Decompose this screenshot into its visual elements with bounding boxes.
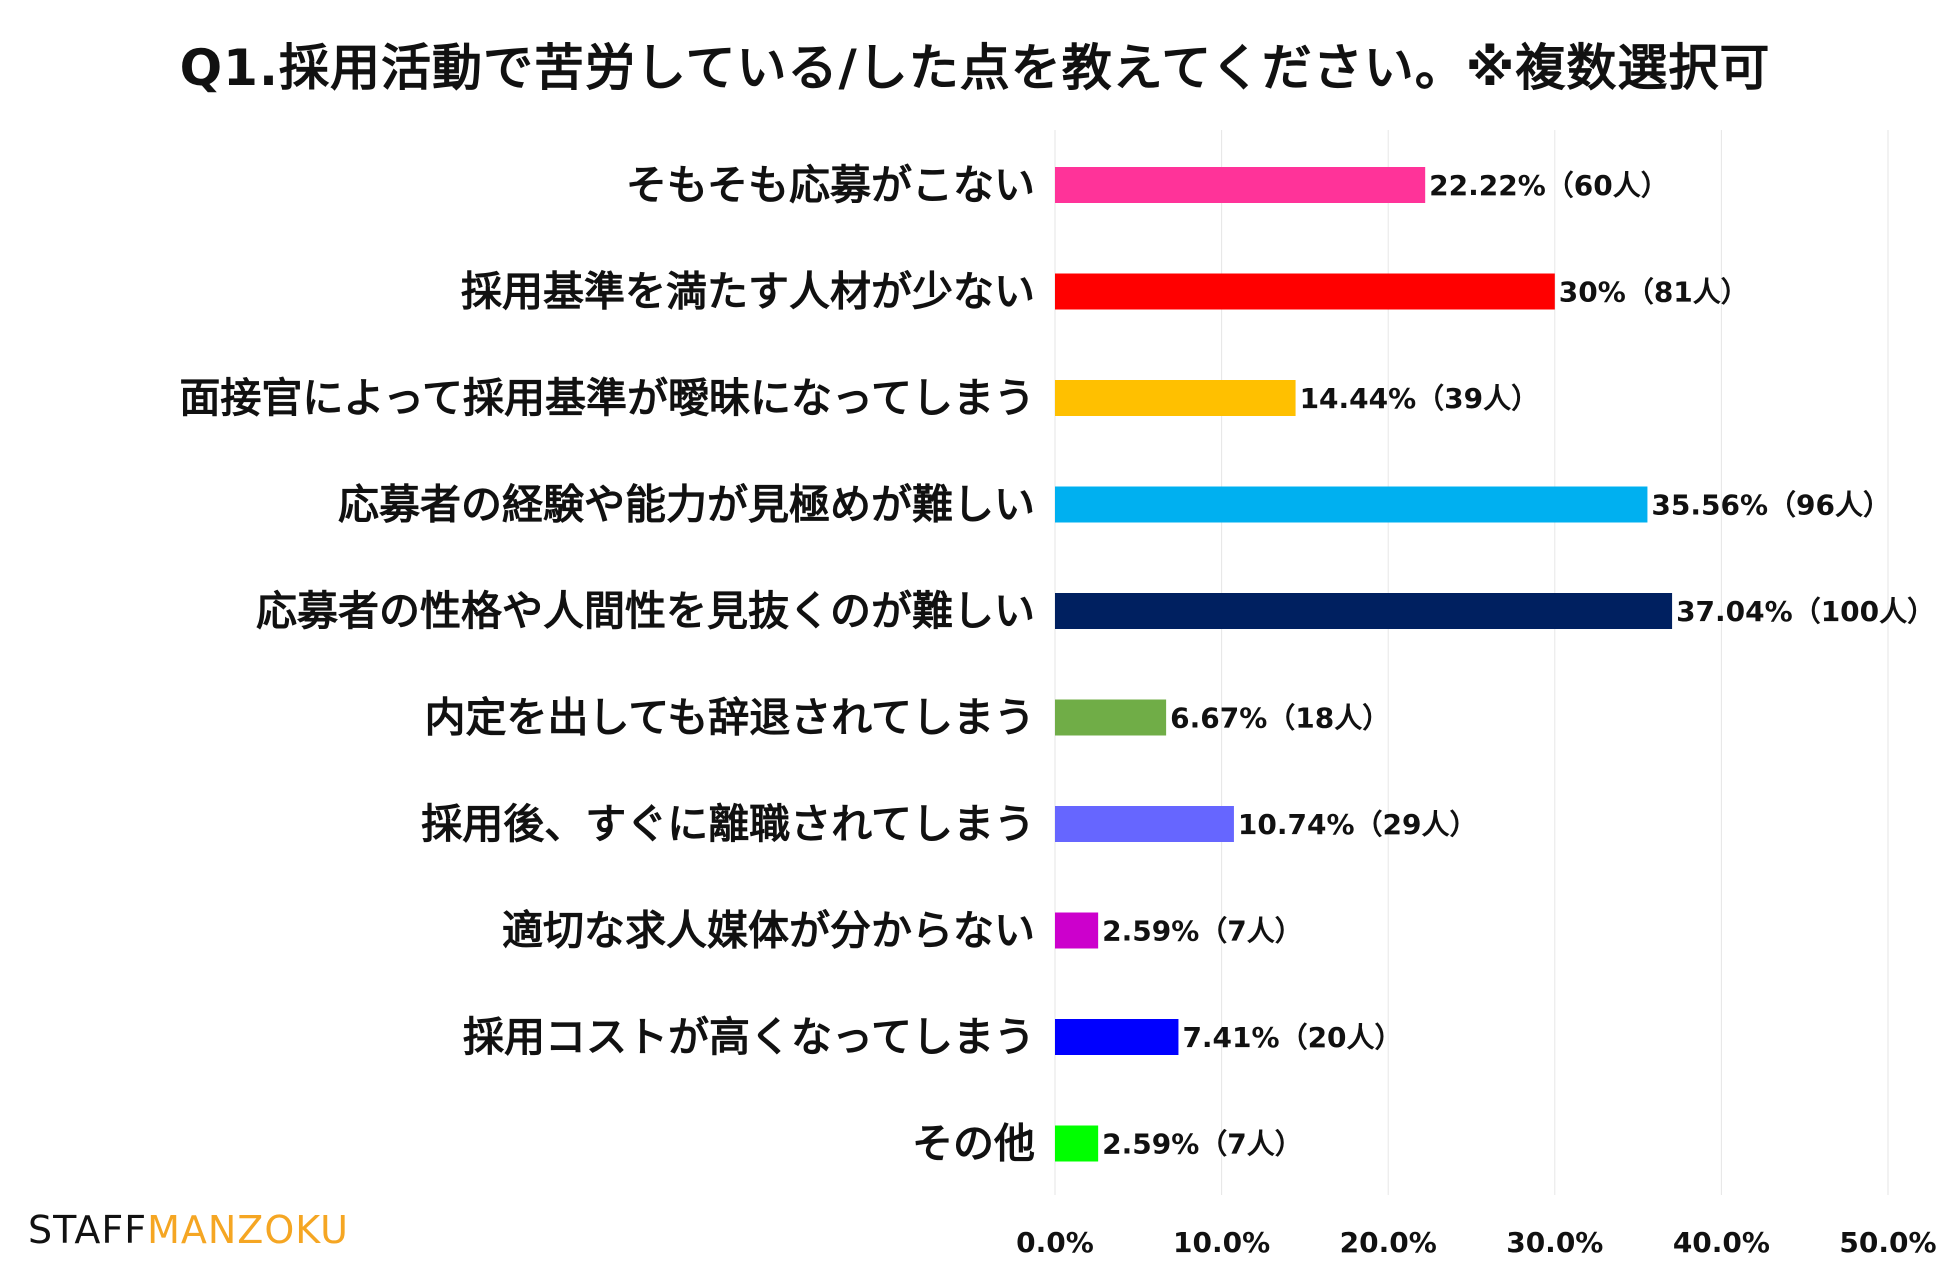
x-tick-label-0: 0.0% [1016, 1226, 1094, 1259]
x-axis-ticks: 0.0% 10.0% 20.0% 30.0% 40.0% 50.0% [1016, 1226, 1936, 1259]
bar-1 [1055, 273, 1555, 310]
bar-9 [1055, 1125, 1099, 1162]
data-label-3: 35.56%（96人） [1651, 489, 1891, 522]
chart-title: Q1.採用活動で苦労している/した点を教えてください。※複数選択可 [179, 39, 1771, 97]
x-tick-label-5: 50.0% [1839, 1226, 1936, 1259]
category-label-3: 応募者の経験や能力が見極めが難しい [338, 481, 1035, 529]
bars [1055, 167, 1673, 1162]
data-label-9: 2.59%（7人） [1102, 1128, 1303, 1161]
x-tick-label-3: 30.0% [1506, 1226, 1603, 1259]
category-label-7: 適切な求人媒体が分からない [502, 907, 1035, 955]
category-label-5: 内定を出しても辞退されてしまう [425, 694, 1036, 742]
data-label-4: 37.04%（100人） [1676, 595, 1935, 628]
bar-6 [1055, 806, 1234, 842]
data-labels: 22.22%（60人） 30%（81人） 14.44%（39人） 35.56%（96人… [1102, 169, 1935, 1161]
logo-part-staff: STAFF [28, 1208, 148, 1252]
bar-7 [1055, 912, 1099, 949]
data-label-8: 7.41%（20人） [1182, 1021, 1402, 1054]
category-labels: そもそも応募がこない採用基準を満たす人材が少ない面接官によって採用基準が曖昧にな… [179, 161, 1035, 1168]
category-label-0: そもそも応募がこない [626, 161, 1035, 209]
staffmanzoku-logo: STAFFMANZOKU [28, 1208, 349, 1252]
category-label-8: 採用コストが高くなってしまう [463, 1013, 1035, 1061]
category-label-6: 採用後、すぐに離職されてしまう [421, 800, 1035, 848]
bar-2 [1055, 380, 1296, 416]
bar-4 [1055, 593, 1673, 629]
x-tick-label-2: 20.0% [1340, 1226, 1437, 1259]
category-label-1: 採用基準を満たす人材が少ない [461, 268, 1035, 316]
bar-8 [1055, 1019, 1179, 1055]
data-label-7: 2.59%（7人） [1102, 915, 1303, 948]
data-label-2: 14.44%（39人） [1300, 382, 1540, 415]
category-label-4: 応募者の性格や人間性を見抜くのが難しい [256, 587, 1035, 635]
bar-3 [1055, 486, 1648, 523]
category-label-9: その他 [912, 1120, 1035, 1168]
data-label-6: 10.74%（29人） [1238, 808, 1478, 841]
data-label-0: 22.22%（60人） [1429, 169, 1669, 202]
x-tick-label-1: 10.0% [1173, 1226, 1270, 1259]
x-tick-label-4: 40.0% [1673, 1226, 1770, 1259]
logo-part-manzoku: MANZOKU [147, 1208, 349, 1252]
bar-5 [1055, 699, 1167, 736]
data-label-1: 30%（81人） [1559, 276, 1749, 309]
data-label-5: 6.67%（18人） [1170, 702, 1390, 735]
bar-0 [1055, 167, 1426, 203]
category-label-2: 面接官によって採用基準が曖昧になってしまう [179, 374, 1035, 422]
